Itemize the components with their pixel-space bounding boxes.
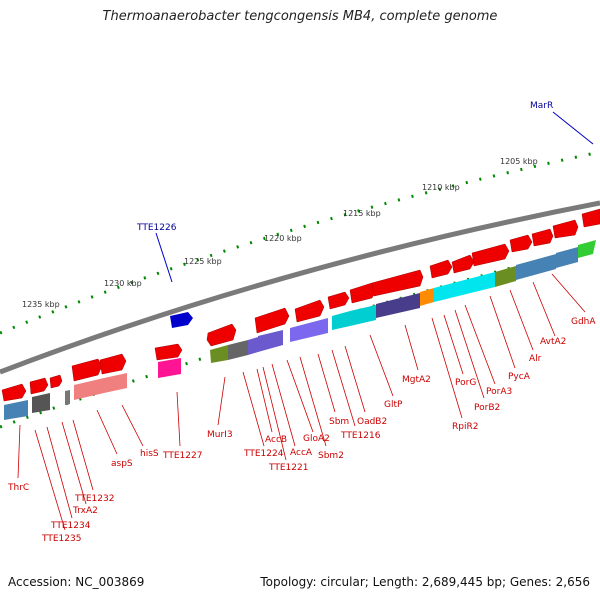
gene-arrow: [206, 323, 237, 347]
gene-arrow: [99, 353, 127, 375]
connector-tte1226: [155, 232, 173, 283]
gene-arrow: [327, 291, 350, 310]
gene-band: [556, 247, 578, 268]
gene-label-mgta2: MgtA2: [402, 375, 431, 385]
gene-arrow: [49, 374, 63, 389]
gene-label-gloa2: GloA2: [303, 434, 330, 444]
accession-text: Accession: NC_003869: [8, 575, 145, 589]
gene-label-avta2: AvtA2: [540, 337, 566, 347]
gene-arrow: [154, 343, 183, 361]
gene-band: [65, 390, 70, 405]
gene-label-trxa2: TrxA2: [72, 506, 98, 516]
gene-band: [32, 393, 50, 413]
gene-arrow: [451, 254, 475, 274]
gene-band: [210, 345, 228, 363]
forward-genes: [1, 208, 600, 402]
gene-label-marr: MarR: [530, 101, 553, 111]
gene-arrow: [552, 219, 579, 239]
scale-label-1215: 1215 kbp: [343, 209, 381, 218]
reverse-genes: [4, 240, 596, 420]
gene-arrow: [254, 307, 290, 334]
gene-band: [332, 311, 350, 330]
gene-label-rpir2: RpiR2: [452, 422, 478, 432]
gene-band: [578, 240, 596, 258]
gene-arrow: [581, 208, 600, 228]
gene-label-tte1232: TTE1232: [74, 494, 114, 504]
gene-label-tte1227: TTE1227: [162, 451, 202, 461]
scale-label-1230: 1230 kbp: [104, 279, 142, 288]
gene-band: [516, 254, 556, 280]
gene-arrow: [509, 234, 533, 253]
gene-band: [495, 266, 516, 287]
scale-label-1235: 1235 kbp: [22, 300, 60, 309]
gene-label-accb: AccB: [265, 435, 287, 445]
gene-band: [290, 318, 328, 342]
gene-band: [248, 337, 258, 355]
gene-label-pora3: PorA3: [486, 387, 512, 397]
gene-labels-bottom: ThrC TTE1235 TTE1234 TrxA2 TTE1232 aspS …: [7, 317, 596, 544]
genome-backbone: [0, 200, 600, 375]
gene-arrow: [531, 228, 554, 247]
gene-label-tte1234: TTE1234: [50, 521, 91, 531]
scale-label-1225: 1225 kbp: [184, 257, 222, 266]
gene-arrow: [294, 299, 325, 323]
gene-label-tte1235: TTE1235: [41, 534, 81, 544]
gene-band: [228, 340, 248, 360]
gene-label-alr: Alr: [529, 354, 542, 364]
label-connectors: [17, 273, 586, 531]
gene-arrow: [371, 269, 424, 297]
gene-band: [104, 373, 127, 393]
gene-label-acca: AccA: [290, 448, 313, 458]
gene-label-thrc: ThrC: [7, 483, 29, 493]
gene-label-tte1216: TTE1216: [340, 431, 381, 441]
gene-band: [258, 330, 283, 352]
gene-label-sbm: Sbm: [329, 417, 349, 427]
gene-label-gltp: GltP: [384, 400, 403, 410]
gene-band: [74, 378, 104, 400]
gene-band: [420, 288, 434, 306]
gene-arrow: [71, 358, 103, 382]
gene-label-muri3: MurI3: [207, 430, 233, 440]
gene-band: [4, 400, 28, 420]
gene-band: [158, 358, 181, 378]
genome-title: Thermoanaerobacter tengcongensis MB4, co…: [102, 9, 498, 24]
connector-marr: [552, 111, 594, 145]
gene-label-tte1224: TTE1224: [243, 449, 284, 459]
gene-label-oadb2: OadB2: [357, 417, 387, 427]
gene-band: [350, 305, 376, 326]
gene-arrow: [1, 383, 27, 402]
gene-label-tte1221: TTE1221: [268, 463, 308, 473]
gene-label-tte1226: TTE1226: [136, 223, 177, 233]
gene-band: [376, 293, 420, 318]
genome-summary-text: Topology: circular; Length: 2,689,445 bp…: [260, 575, 590, 589]
gene-label-pyca: PycA: [508, 372, 531, 382]
scale-label-1205: 1205 kbp: [500, 157, 538, 166]
scale-track-outer: [0, 150, 600, 335]
gene-label-hiss: hisS: [140, 449, 159, 459]
gene-label-porg: PorG: [455, 378, 476, 388]
highlight-gene-tte1226: [170, 312, 193, 328]
gene-arrow: [429, 259, 453, 279]
scale-labels: 1235 kbp 1230 kbp 1225 kbp 1220 kbp 1215…: [22, 157, 538, 309]
gene-arrow: [349, 282, 377, 304]
gene-arrow: [29, 377, 49, 395]
gene-label-gdha: GdhA: [571, 317, 596, 327]
gene-label-porb2: PorB2: [474, 403, 500, 413]
scale-label-1210: 1210 kbp: [422, 183, 460, 192]
gene-arrow: [471, 243, 510, 267]
gene-label-sbm2: Sbm2: [318, 451, 344, 461]
gene-band: [434, 272, 495, 302]
gene-label-asps: aspS: [111, 459, 133, 469]
scale-label-1220: 1220 kbp: [264, 234, 302, 243]
